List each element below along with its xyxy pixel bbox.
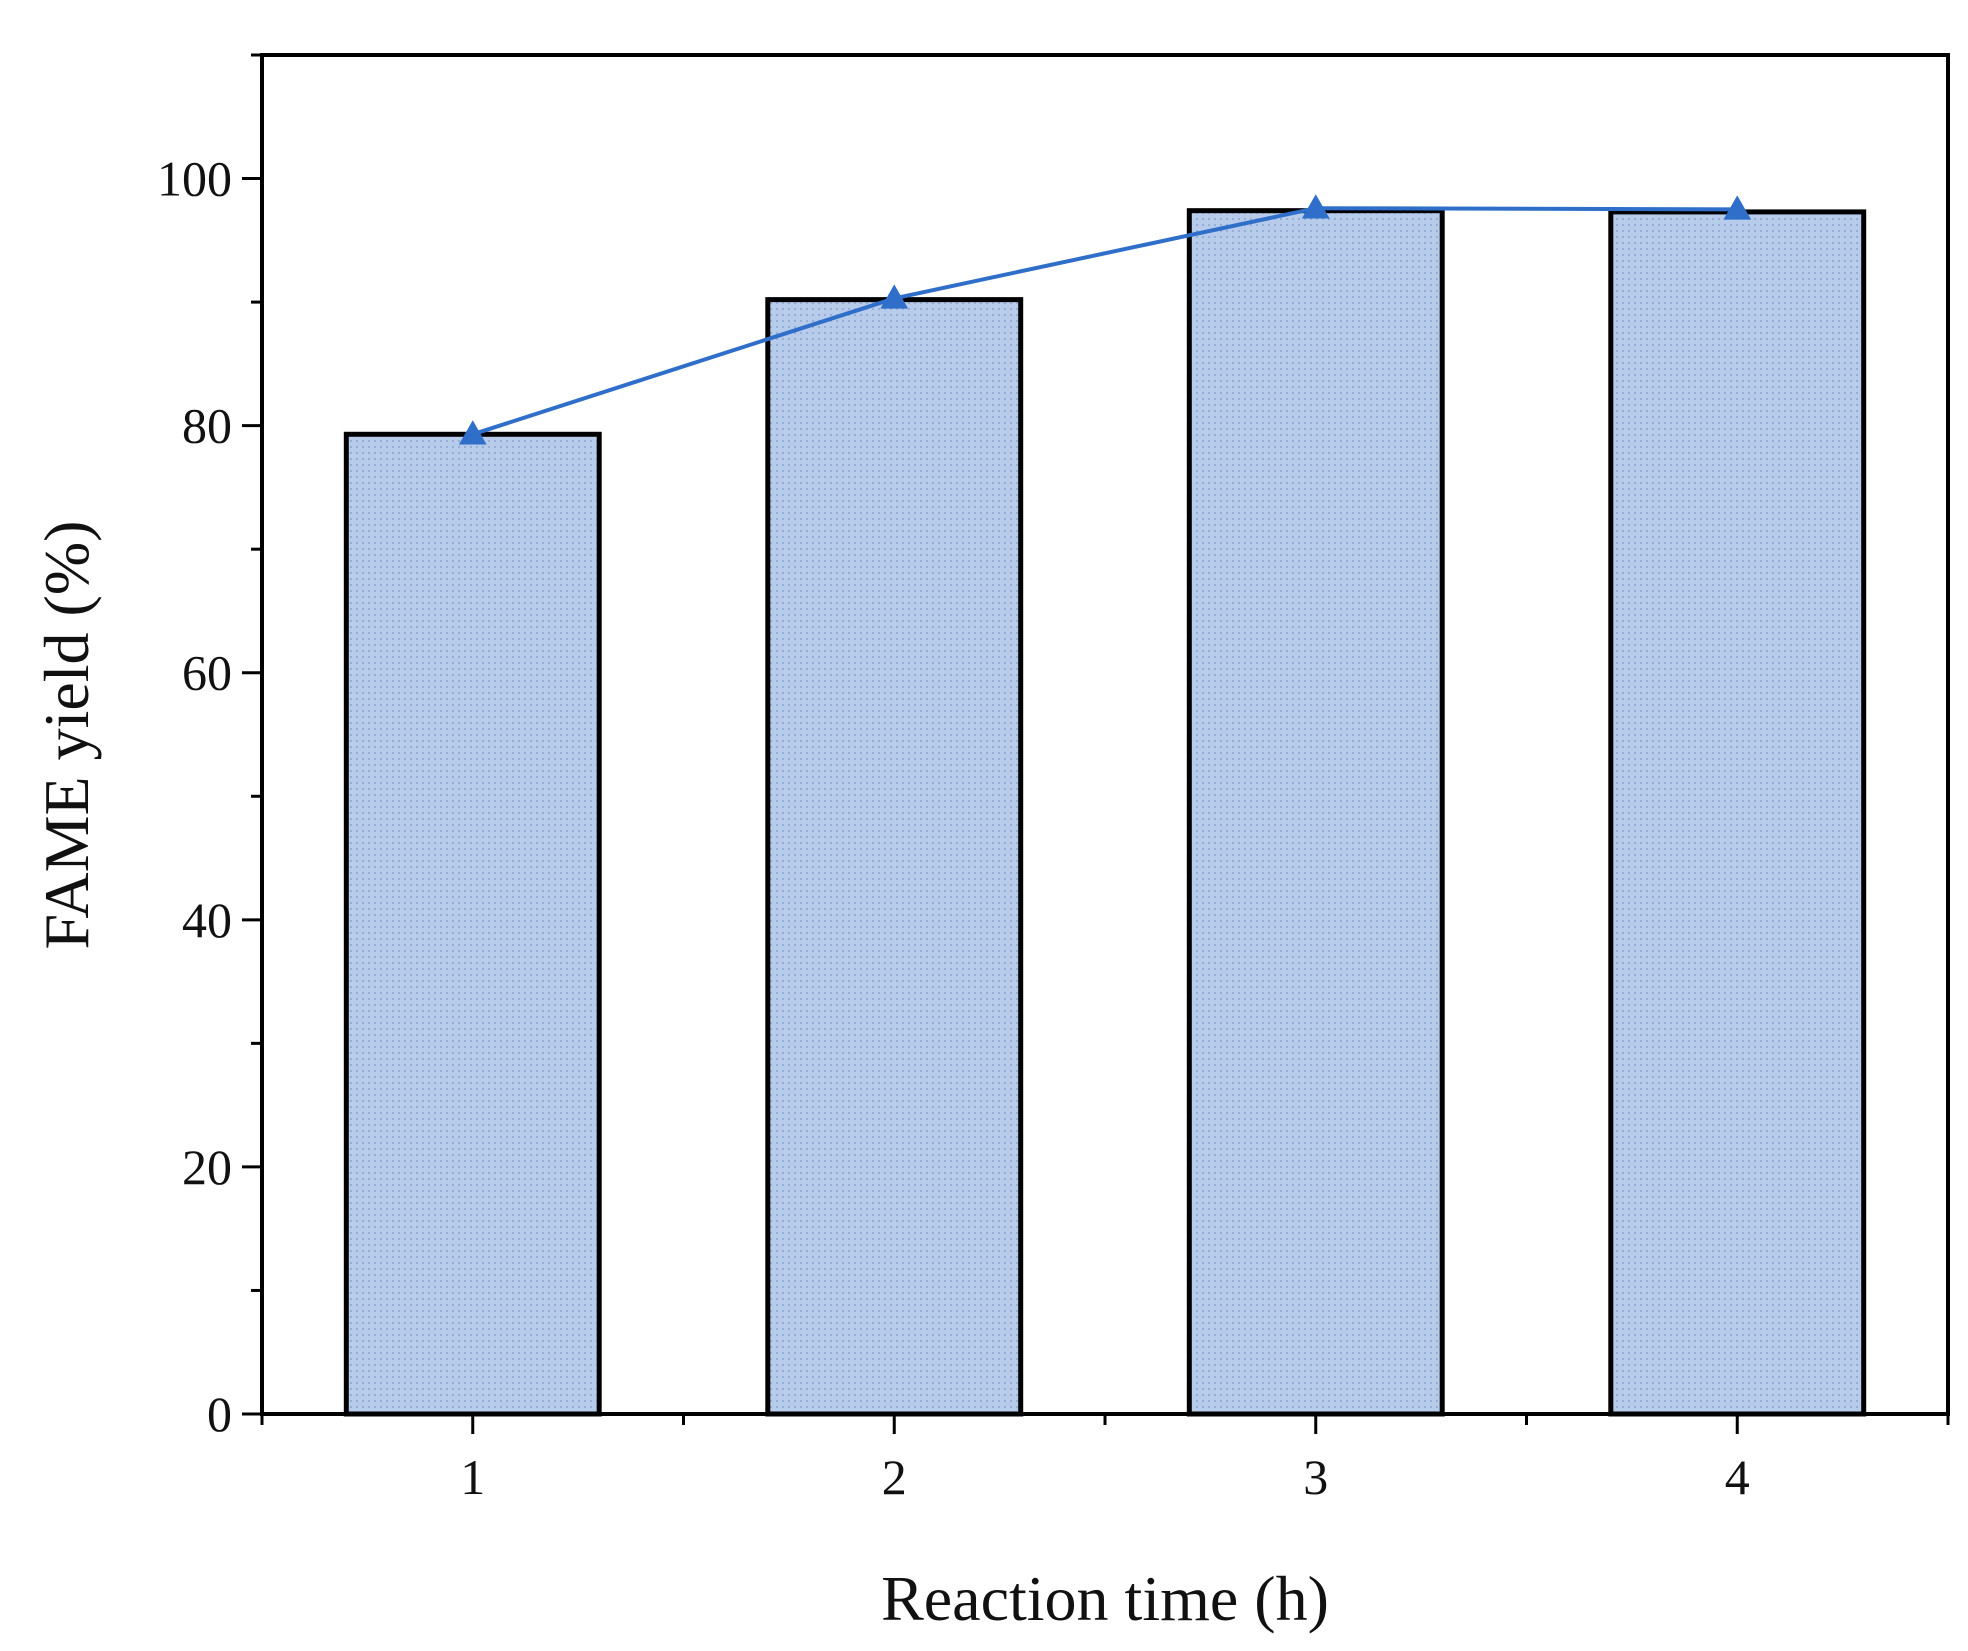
bar-1 xyxy=(343,431,602,1417)
y-tick-label: 0 xyxy=(207,1386,232,1442)
y-tick-label: 100 xyxy=(157,151,232,207)
y-tick-label: 20 xyxy=(182,1139,232,1195)
ticks-layer: 0 20 40 60 80 100 1 2 3 4 xyxy=(157,53,1950,1505)
line-series-layer xyxy=(458,194,1752,445)
bar-3 xyxy=(1186,208,1445,1417)
x-tick-label: 2 xyxy=(882,1449,907,1505)
line-point-3 xyxy=(1301,194,1330,219)
x-axis-title: Reaction time (h) xyxy=(881,1563,1329,1634)
y-axis-title: FAME yield (%) xyxy=(31,521,102,950)
y-tick-label: 80 xyxy=(182,398,232,454)
x-tick-label: 3 xyxy=(1303,1449,1328,1505)
y-tick-label: 60 xyxy=(182,645,232,701)
bars-layer xyxy=(343,208,1867,1417)
x-tick-label: 1 xyxy=(460,1449,485,1505)
line-point-2 xyxy=(880,284,909,309)
line-series xyxy=(472,206,1738,437)
line-point-1 xyxy=(458,420,487,445)
line-point-4 xyxy=(1723,195,1752,220)
y-tick-label: 40 xyxy=(182,892,232,948)
bar-2 xyxy=(765,297,1024,1417)
bar-4 xyxy=(1608,209,1867,1417)
x-tick-label: 4 xyxy=(1725,1449,1750,1505)
